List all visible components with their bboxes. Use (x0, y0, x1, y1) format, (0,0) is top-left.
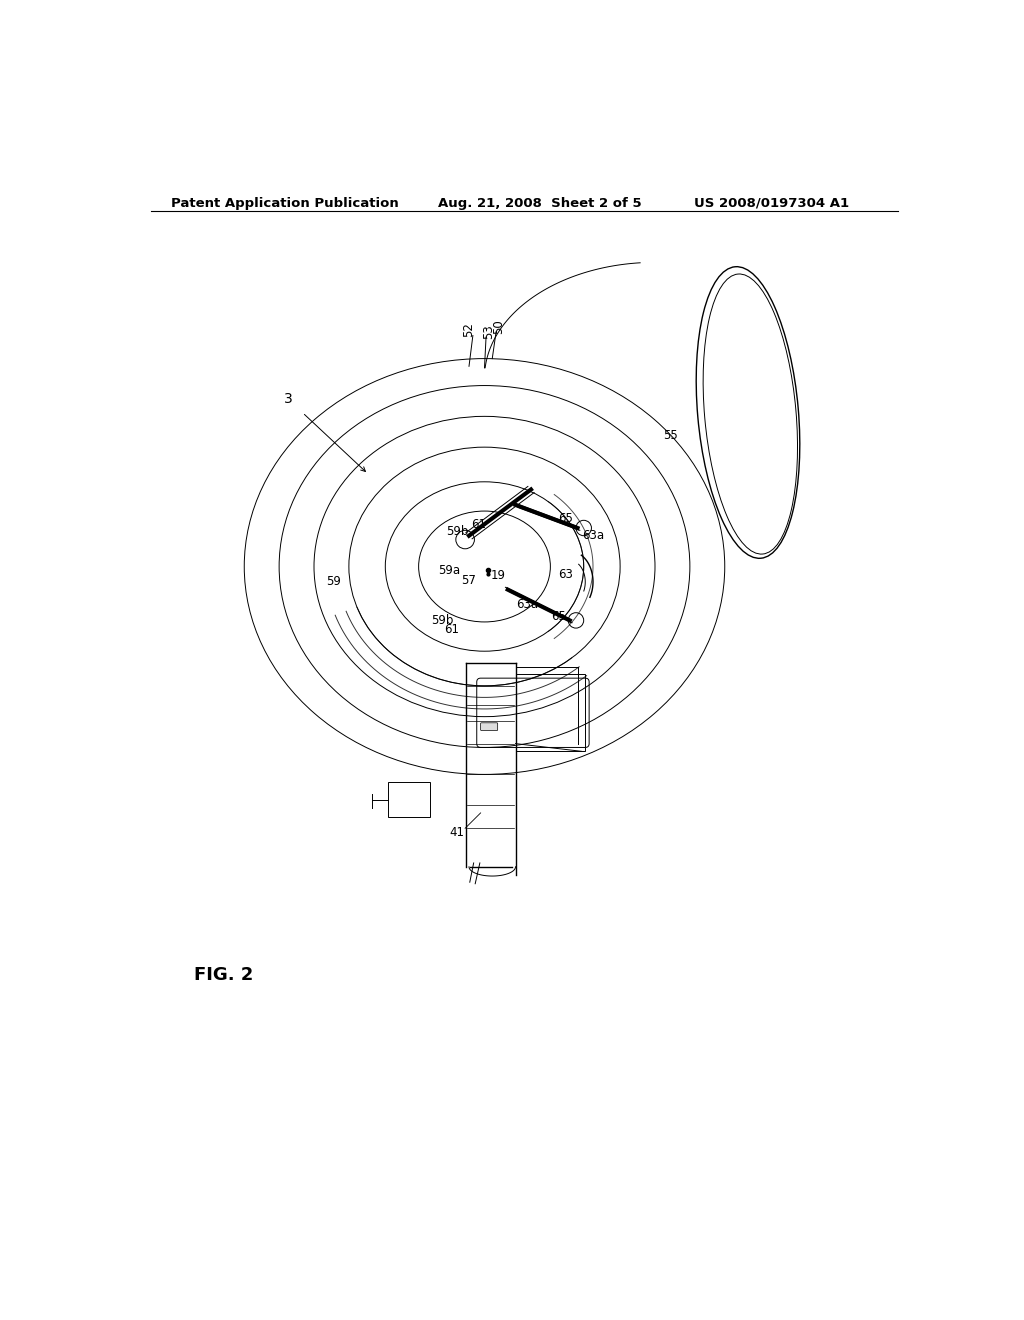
Text: 53: 53 (482, 325, 495, 339)
Text: Patent Application Publication: Patent Application Publication (171, 197, 398, 210)
Text: 55: 55 (664, 429, 678, 442)
Text: 59b: 59b (446, 525, 469, 539)
Circle shape (456, 531, 474, 549)
Text: 19: 19 (490, 569, 506, 582)
Text: 57: 57 (462, 574, 476, 587)
Text: 50: 50 (492, 319, 505, 334)
Circle shape (568, 612, 584, 628)
Text: FIG. 2: FIG. 2 (194, 966, 253, 983)
Text: 65: 65 (551, 610, 565, 623)
Text: 61: 61 (444, 623, 460, 636)
Text: 52: 52 (463, 322, 475, 337)
Text: 3: 3 (284, 392, 293, 405)
Text: 63a: 63a (516, 598, 539, 611)
Circle shape (575, 520, 592, 536)
Text: 61: 61 (471, 517, 485, 531)
Text: 65: 65 (558, 512, 573, 525)
Text: 59: 59 (326, 576, 341, 589)
Text: 59b: 59b (431, 614, 453, 627)
Text: 63: 63 (558, 568, 573, 581)
Text: Aug. 21, 2008  Sheet 2 of 5: Aug. 21, 2008 Sheet 2 of 5 (438, 197, 642, 210)
Text: US 2008/0197304 A1: US 2008/0197304 A1 (693, 197, 849, 210)
FancyBboxPatch shape (480, 723, 498, 730)
Text: 63a: 63a (582, 529, 604, 543)
Text: 59a: 59a (438, 564, 461, 577)
Text: 41: 41 (450, 825, 465, 838)
